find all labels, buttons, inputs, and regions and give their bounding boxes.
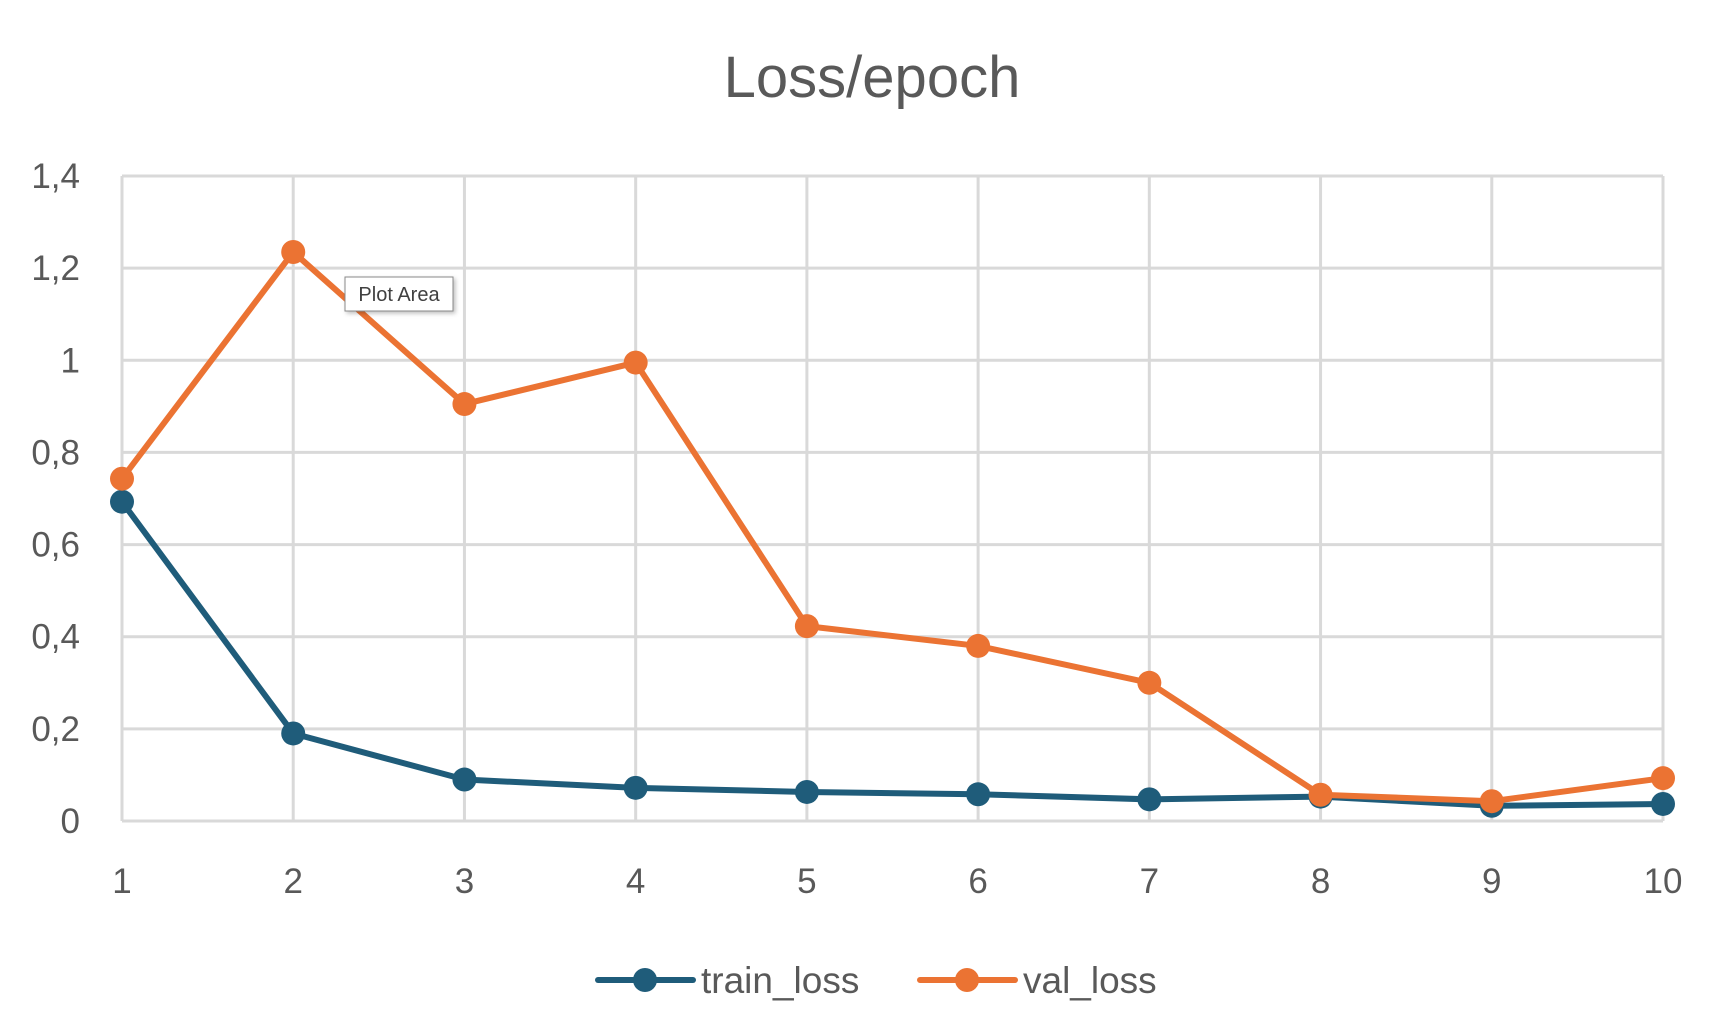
x-tick-label: 10	[1644, 862, 1683, 901]
data-point[interactable]	[1651, 791, 1675, 816]
y-tick-label: 1	[61, 341, 80, 380]
data-point[interactable]	[1137, 787, 1162, 812]
data-point[interactable]	[1651, 766, 1675, 791]
x-tick-label: 9	[1482, 862, 1501, 901]
y-tick-label: 1,4	[31, 157, 80, 196]
tooltip-box	[344, 276, 454, 312]
data-point[interactable]	[110, 466, 134, 491]
data-point[interactable]	[1137, 670, 1162, 695]
data-point[interactable]	[1308, 782, 1333, 807]
data-point[interactable]	[281, 240, 306, 265]
tooltip-text: Plot Area	[358, 284, 440, 306]
data-point[interactable]	[794, 779, 819, 804]
legend-label: val_loss	[1023, 960, 1157, 1001]
y-tick-label: 0,8	[31, 433, 80, 472]
data-point[interactable]	[966, 782, 991, 807]
series-line[interactable]	[119, 498, 1666, 809]
x-axis-tick-labels: 1 2 3 4 5 6 7 8 9 10	[112, 862, 1682, 901]
y-tick-label: 0	[61, 802, 80, 841]
data-point[interactable]	[623, 775, 648, 800]
series-train_loss[interactable]	[110, 489, 1675, 818]
data-point[interactable]	[966, 633, 991, 658]
x-tick-label: 5	[797, 862, 816, 901]
series-val_loss[interactable]	[110, 240, 1675, 814]
y-axis-tick-labels: 0 0,2 0,4 0,6 0,8 1 1,2 1,4	[31, 157, 80, 841]
x-tick-label: 8	[1311, 862, 1330, 901]
data-point[interactable]	[281, 721, 306, 746]
data-point[interactable]	[623, 350, 648, 375]
x-tick-label: 4	[626, 862, 645, 901]
legend-item-val_loss[interactable]: val_loss	[917, 960, 1157, 1001]
legend[interactable]: train_loss val_loss	[595, 960, 1157, 1001]
y-tick-label: 0,4	[31, 618, 80, 657]
x-tick-label: 2	[283, 862, 302, 901]
y-tick-label: 0,2	[31, 710, 80, 749]
plot-area-tooltip: Plot Area	[344, 276, 454, 312]
y-tick-label: 1,2	[31, 249, 80, 288]
gridlines	[120, 174, 1665, 823]
legend-swatch-marker	[633, 968, 657, 992]
x-tick-label: 3	[455, 862, 474, 901]
x-tick-label: 6	[968, 862, 987, 901]
y-tick-label: 0,6	[31, 526, 80, 565]
x-tick-label: 7	[1140, 862, 1159, 901]
data-point[interactable]	[794, 614, 819, 639]
chart-title: Loss/epoch	[724, 45, 1021, 110]
data-point[interactable]	[452, 767, 477, 792]
data-point[interactable]	[1479, 789, 1504, 814]
x-tick-label: 1	[112, 862, 131, 901]
plot-area[interactable]	[110, 240, 1675, 818]
legend-label: train_loss	[701, 960, 859, 1001]
series-line[interactable]	[119, 249, 1666, 805]
data-point[interactable]	[110, 489, 134, 514]
data-point[interactable]	[452, 392, 477, 417]
legend-item-train_loss[interactable]: train_loss	[595, 960, 859, 1001]
legend-swatch-marker	[955, 968, 979, 992]
